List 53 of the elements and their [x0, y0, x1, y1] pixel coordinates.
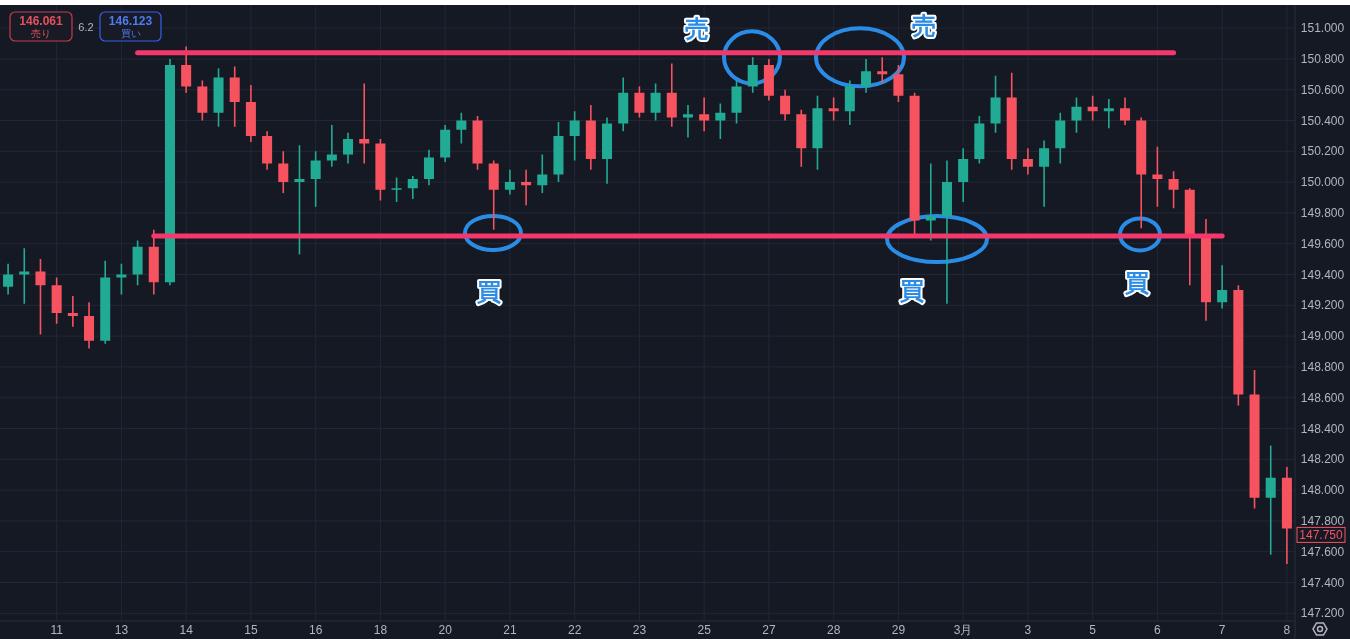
annotation: 売	[685, 15, 709, 43]
x-tick-label: 27	[762, 623, 776, 637]
annotation: 6.2	[78, 21, 94, 33]
y-tick-label: 148.600	[1300, 390, 1345, 405]
x-tick-label: 18	[373, 623, 388, 637]
y-tick-label: 149.200	[1300, 298, 1345, 313]
x-tick-label: 5	[1089, 623, 1097, 637]
y-tick-label: 150.400	[1300, 113, 1345, 128]
x-tick-label: 23	[632, 623, 647, 637]
x-tick-label: 11	[50, 623, 64, 637]
annotation: 146.123	[108, 14, 153, 28]
y-tick-label: 148.000	[1300, 483, 1345, 498]
y-tick-label: 149.800	[1300, 205, 1345, 220]
x-tick-label: 13	[114, 623, 129, 637]
x-tick-label: 25	[697, 623, 712, 637]
x-tick-label: 20	[438, 623, 453, 637]
y-tick-label: 151.000	[1300, 21, 1345, 36]
y-tick-label: 148.800	[1300, 359, 1345, 374]
x-tick-label: 22	[567, 623, 582, 637]
buy-button: 146.123 買い	[99, 11, 162, 42]
y-tick-label: 148.400	[1300, 421, 1345, 436]
x-tick-label: 7	[1218, 623, 1226, 637]
annotation: 146.061	[19, 14, 64, 28]
y-tick-label: 150.800	[1300, 51, 1345, 66]
annotation: 売	[912, 12, 936, 40]
x-tick-label: 6	[1154, 623, 1162, 637]
y-tick-label: 150.600	[1300, 82, 1345, 97]
y-tick-label: 148.200	[1300, 452, 1345, 467]
annotation: 買	[476, 277, 501, 305]
x-tick-label: 28	[826, 623, 841, 637]
annotation: 売り	[31, 28, 51, 39]
price-tag: 147.750	[1296, 526, 1346, 543]
x-tick-label: 3	[1024, 623, 1032, 637]
y-tick-label: 147.200	[1300, 606, 1345, 621]
x-tick-label: 16	[308, 623, 323, 637]
y-tick-label: 147.400	[1300, 575, 1345, 590]
y-tick-label: 149.400	[1300, 267, 1345, 282]
y-tick-label: 149.600	[1300, 236, 1345, 251]
x-tick-label: 3月	[953, 623, 973, 637]
x-tick-label: 8	[1283, 623, 1291, 637]
y-tick-label: 150.000	[1300, 175, 1345, 190]
x-tick-label: 21	[503, 623, 517, 637]
annotation: 買い	[120, 28, 141, 39]
annotation: 買	[899, 277, 924, 305]
y-tick-label: 149.000	[1300, 329, 1345, 344]
x-tick-label: 29	[891, 623, 906, 637]
y-tick-label: 150.200	[1300, 144, 1345, 159]
y-tick-label: 147.800	[1300, 513, 1345, 528]
annotation: 買	[1124, 269, 1149, 297]
sell-button: 146.061 売り	[9, 11, 73, 42]
x-tick-label: 15	[244, 623, 258, 637]
x-tick-label: 14	[179, 623, 194, 637]
y-tick-label: 147.600	[1300, 544, 1345, 559]
